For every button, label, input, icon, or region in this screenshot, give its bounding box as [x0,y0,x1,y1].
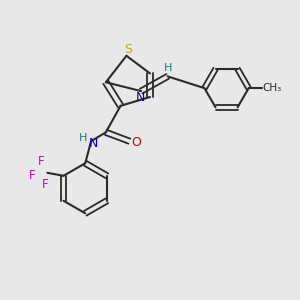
Text: F: F [38,155,44,168]
Text: H: H [164,63,172,73]
Text: N: N [89,137,98,150]
Text: F: F [42,178,48,190]
Text: H: H [79,133,87,142]
Text: S: S [124,43,132,56]
Text: N: N [136,91,145,104]
Text: CH₃: CH₃ [262,83,282,93]
Text: F: F [29,169,35,182]
Text: O: O [131,136,141,149]
